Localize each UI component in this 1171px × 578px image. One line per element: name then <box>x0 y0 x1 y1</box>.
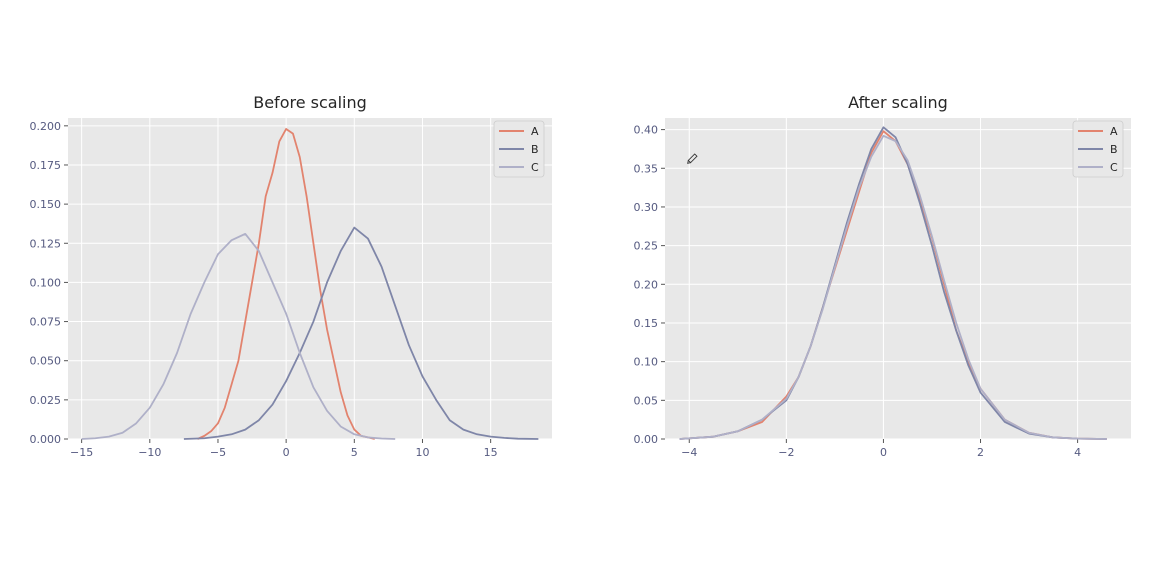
y-tick-label: 0.15 <box>634 317 659 330</box>
x-tick-label: −10 <box>138 446 161 459</box>
y-tick-label: 0.100 <box>30 276 62 289</box>
series-line-b <box>183 226 539 440</box>
chart-title: Before scaling <box>253 93 367 112</box>
legend-label-a: A <box>531 125 539 138</box>
chart-before-scaling: −15 −10 −5 0 5 10 15 0.000 0.025 0.050 0.075 0.100 0… <box>30 93 552 459</box>
x-tick-label: 2 <box>977 446 984 459</box>
x-tick-label: 0 <box>283 446 290 459</box>
legend-label-b: B <box>1110 143 1118 156</box>
legend-label-a: A <box>1110 125 1118 138</box>
y-tick-label: 0.20 <box>634 278 659 291</box>
legend-label-b: B <box>531 143 539 156</box>
pencil-icon <box>687 153 698 164</box>
y-tick-label: 0.200 <box>30 120 62 133</box>
y-tick-label: 0.175 <box>30 159 62 172</box>
chart-title: After scaling <box>848 93 948 112</box>
y-tick-label: 0.40 <box>634 124 659 137</box>
y-tick-label: 0.00 <box>634 433 659 446</box>
x-tick-label: 0 <box>880 446 887 459</box>
y-tick-label: 0.000 <box>30 433 62 446</box>
y-tick-label: 0.150 <box>30 198 62 211</box>
plot-area <box>68 118 552 439</box>
x-tick-label: 15 <box>484 446 498 459</box>
y-tick-label: 0.050 <box>30 355 62 368</box>
series-line-c <box>81 232 396 440</box>
x-tick-label: −15 <box>70 446 93 459</box>
legend-label-c: C <box>531 161 539 174</box>
legend: ABC <box>1072 120 1124 178</box>
x-tick-label: 5 <box>351 446 358 459</box>
series-line-c <box>679 134 1107 440</box>
x-tick-label: −4 <box>681 446 697 459</box>
y-tick-label: 0.30 <box>634 201 659 214</box>
y-tick-label: 0.125 <box>30 237 62 250</box>
chart-after-scaling: −4 −2 0 2 4 0.00 0.05 0.10 0.15 0.20 0.25 0.30 0.35 0… <box>634 93 1131 459</box>
y-tick-label: 0.025 <box>30 394 62 407</box>
y-tick-label: 0.35 <box>634 162 659 175</box>
x-tick-label: −5 <box>210 446 226 459</box>
series-line-a <box>197 128 375 440</box>
y-tick-label: 0.05 <box>634 394 659 407</box>
x-tick-label: 10 <box>415 446 429 459</box>
y-tick-label: 0.10 <box>634 356 659 369</box>
x-tick-label: −2 <box>778 446 794 459</box>
y-tick-label: 0.075 <box>30 316 62 329</box>
plot-area <box>665 118 1131 439</box>
legend-label-c: C <box>1110 161 1118 174</box>
y-tick-label: 0.25 <box>634 240 659 253</box>
x-tick-label: 4 <box>1074 446 1081 459</box>
legend: ABC <box>493 120 545 178</box>
